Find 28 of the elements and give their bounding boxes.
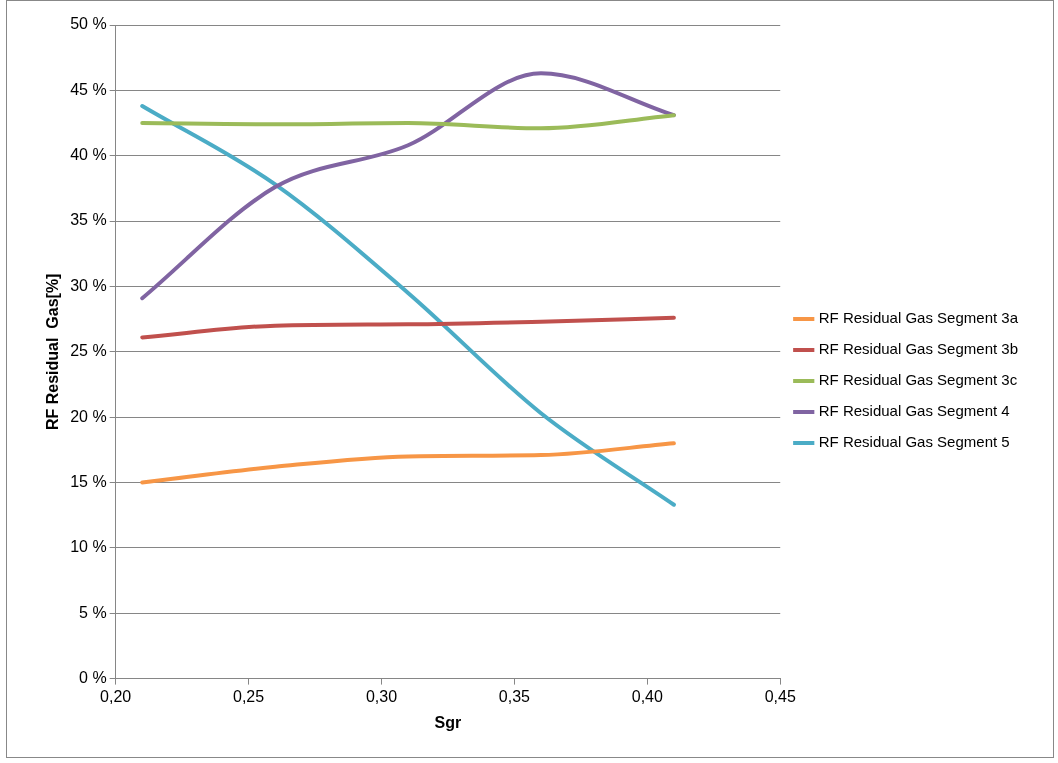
line-series (140, 104, 676, 507)
y-tick-label: 50 % (70, 15, 107, 33)
y-tick-label: 20 % (70, 407, 107, 425)
x-axis-title: Sgr (434, 713, 462, 731)
legend-label: RF Residual Gas Segment 4 (818, 402, 1010, 420)
y-tick-label: 25 % (70, 342, 107, 360)
y-tick-label: 15 % (70, 472, 107, 490)
y-tick-label: 45 % (70, 80, 107, 98)
legend-label: RF Residual Gas Segment 5 (818, 433, 1010, 451)
line-series (140, 113, 676, 131)
y-tick-label: 30 % (70, 276, 107, 294)
x-tick-label: 0,45 (764, 687, 796, 705)
y-tick-label: 10 % (70, 538, 107, 556)
y-axis-title: RF Residual Gas[%] (44, 273, 62, 431)
x-tick-label: 0,30 (365, 687, 398, 705)
line-series (140, 315, 676, 340)
x-tick-label: 0,20 (100, 687, 132, 705)
x-tick-label: 0,40 (631, 687, 663, 705)
line-series (140, 441, 676, 485)
legend-label: RF Residual Gas Segment 3b (818, 340, 1018, 358)
legend-label: RF Residual Gas Segment 3c (818, 371, 1018, 389)
x-tick-label: 0,25 (233, 687, 265, 705)
y-tick-label: 40 % (70, 146, 107, 164)
y-tick-label: 5 % (79, 603, 107, 621)
legend-label: RF Residual Gas Segment 3a (818, 309, 1019, 327)
y-tick-label: 35 % (70, 211, 107, 229)
x-tick-label: 0,35 (498, 687, 531, 705)
y-tick-label: 0 % (79, 669, 107, 687)
